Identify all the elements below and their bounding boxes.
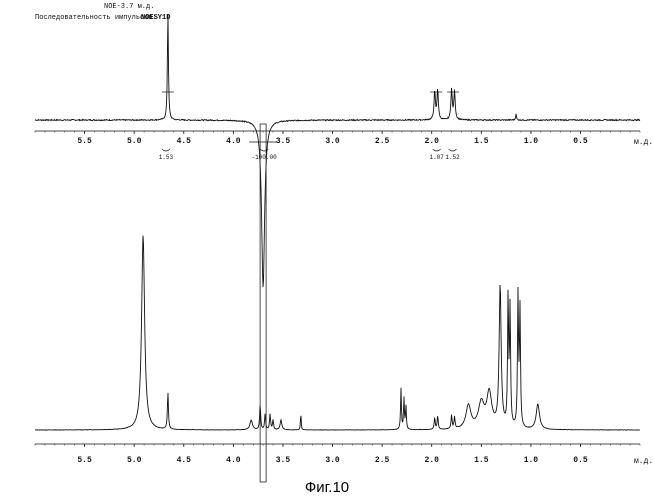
x-tick-label: 5.0 [127, 456, 142, 465]
x-tick-label: 2.5 [375, 456, 390, 465]
x-axis-unit-label: м.д. [634, 138, 653, 147]
x-tick-label: 2.5 [375, 137, 390, 146]
x-tick-label: 3.0 [325, 456, 340, 465]
x-tick-label: 1.5 [474, 456, 489, 465]
x-tick-label: 2.0 [425, 137, 440, 146]
integral-label: 1.07 [429, 154, 444, 161]
x-tick-label: 3.0 [325, 137, 340, 146]
x-tick-label: 4.5 [177, 456, 192, 465]
x-tick-label: 4.5 [177, 137, 192, 146]
x-tick-label: 4.0 [226, 456, 241, 465]
bottom-1h-spectrum: 5.5 5.0 4.5 4.0 3.5 3.0 2.5 2.0 1.5 1.0 0.5 м.д. [35, 236, 653, 466]
x-tick-label: 0.5 [573, 456, 588, 465]
x-tick-label: 0.5 [573, 137, 588, 146]
integral-label: 1.52 [445, 154, 460, 161]
x-axis-unit-label: м.д. [634, 457, 653, 466]
x-tick-label: 1.0 [524, 137, 539, 146]
x-tick-label: 5.0 [127, 137, 142, 146]
x-tick-label: 4.0 [226, 137, 241, 146]
top-noe-spectrum: 5.5 5.0 4.5 4.0 3.5 3.0 2.5 2.0 1.5 1.0 0.5 м.д. 1.5… [35, 15, 653, 287]
x-tick-label: 5.5 [77, 137, 92, 146]
x-tick-label: 3.5 [276, 137, 291, 146]
x-tick-label: 1.5 [474, 137, 489, 146]
x-tick-label: 2.0 [425, 456, 440, 465]
spectrum-trace [35, 236, 640, 431]
x-tick-label: 1.0 [524, 456, 539, 465]
spectrum-trace [35, 15, 640, 287]
figure-caption: Фиг.10 [0, 479, 654, 496]
integral-bracket [449, 149, 457, 151]
x-tick-label: 3.5 [276, 456, 291, 465]
integral-label: 1.53 [159, 154, 174, 161]
integral-bracket [162, 149, 170, 151]
x-tick-label: 5.5 [77, 456, 92, 465]
integral-label: -100.00 [251, 154, 277, 161]
integral-bracket [433, 149, 441, 151]
